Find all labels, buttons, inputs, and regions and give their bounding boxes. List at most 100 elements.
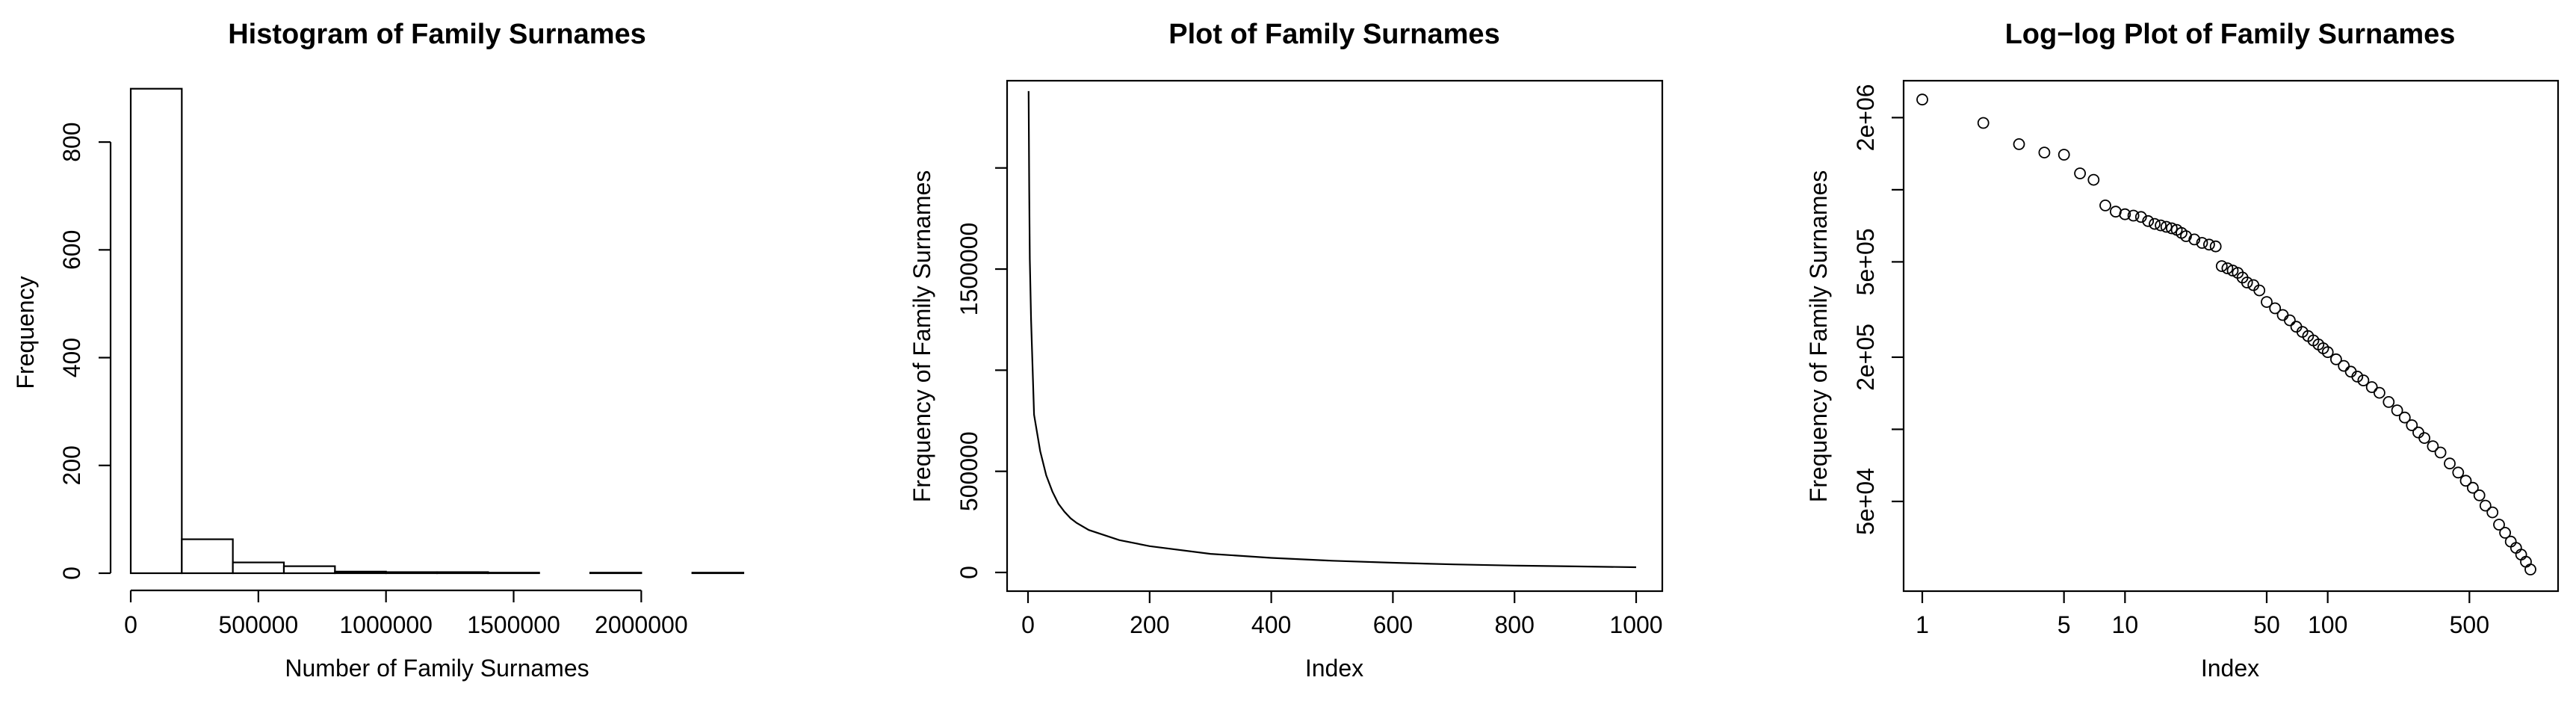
loglog-data-point: [2099, 199, 2111, 211]
loglog-data-point: [2276, 309, 2289, 321]
histogram-bar: [385, 571, 439, 575]
histogram-x-axis-label: Number of Family Surnames: [285, 655, 589, 682]
loglog-data-point: [2434, 446, 2447, 459]
loglog-data-point: [2321, 346, 2334, 359]
histogram-y-tick-label: 800: [58, 122, 85, 161]
histogram-bar: [282, 565, 336, 575]
histogram-y-tick-label: 400: [58, 338, 85, 377]
loglog-data-point: [2058, 149, 2070, 161]
loglog-data-point: [2338, 359, 2350, 372]
loglog-data-point: [2180, 230, 2192, 242]
line-plot-x-tick-label: 600: [1373, 611, 1413, 638]
line-plot-y-tick-label: 1500000: [956, 223, 982, 316]
loglog-data-point: [2127, 209, 2140, 222]
line-plot-x-tick-label: 400: [1251, 611, 1291, 638]
histogram-x-tick-label: 2000000: [595, 611, 688, 638]
loglog-data-point: [1916, 93, 1928, 106]
loglog-data-point: [2241, 277, 2253, 288]
loglog-data-point: [2365, 381, 2378, 393]
loglog-x-tick-label: 5: [2058, 611, 2071, 638]
loglog-data-point: [2221, 262, 2234, 274]
line-plot-x-axis-label: Index: [1305, 655, 1363, 682]
histogram-bars: [129, 87, 745, 575]
histogram-bar: [589, 572, 643, 575]
loglog-data-point: [2329, 353, 2342, 365]
line-plot-y-tick-label: 500000: [956, 431, 982, 511]
histogram-panel: Histogram of Family Surnames Number of F…: [12, 19, 745, 682]
loglog-data-point: [2524, 563, 2536, 575]
loglog-data-point: [2486, 506, 2499, 519]
loglog-x-axis: 1 5 10 50 100 500: [1916, 591, 2489, 638]
loglog-data-point: [2196, 237, 2208, 249]
histogram-bar: [436, 571, 489, 575]
loglog-y-axis-label: Frequency of Family Surnames: [1805, 170, 1832, 503]
line-plot-y-axis: 0 500000 1500000: [956, 167, 1007, 579]
histogram-x-tick-label: 500000: [218, 611, 298, 638]
loglog-data-point: [2499, 527, 2512, 539]
loglog-data-point: [2466, 481, 2479, 494]
line-plot-frame: [1006, 79, 1664, 593]
loglog-data-point: [2357, 374, 2370, 386]
line-plot-title: Plot of Family Surnames: [1168, 19, 1499, 50]
loglog-y-axis: 5e+04 2e+05 5e+05 2e+06: [1852, 84, 1904, 535]
loglog-data-point: [2283, 314, 2296, 327]
histogram-bar: [232, 561, 285, 575]
histogram-y-axis: 0 200 400 600 800: [58, 122, 112, 580]
line-plot-x-tick-label: 800: [1495, 611, 1535, 638]
histogram-bar: [691, 572, 745, 575]
loglog-data-point: [2373, 386, 2385, 399]
loglog-data-point: [2383, 396, 2395, 408]
loglog-panel: Log−log Plot of Family Surnames Index Fr…: [1805, 19, 2560, 682]
loglog-data-point: [2351, 370, 2364, 383]
loglog-data-point: [2418, 432, 2431, 444]
line-plot-y-tick-label: 0: [956, 566, 982, 579]
histogram-title: Histogram of Family Surnames: [228, 19, 646, 50]
loglog-title: Log−log Plot of Family Surnames: [2005, 19, 2456, 50]
loglog-y-tick-label: 5e+04: [1852, 468, 1879, 535]
histogram-bar: [129, 87, 183, 575]
histogram-y-tick-label: 200: [58, 445, 85, 485]
loglog-data-point: [2261, 296, 2273, 309]
histogram-y-tick-label: 0: [58, 566, 85, 580]
loglog-data-point: [1977, 117, 1990, 129]
loglog-x-axis-label: Index: [2201, 655, 2259, 682]
loglog-data-point: [2391, 404, 2403, 416]
loglog-data-point: [2209, 240, 2222, 253]
loglog-data-point: [2215, 260, 2228, 273]
line-plot-x-tick-label: 200: [1130, 611, 1169, 638]
histogram-bar: [487, 572, 540, 575]
loglog-y-tick-label: 2e+05: [1852, 324, 1879, 391]
loglog-data-point: [2510, 542, 2522, 554]
loglog-data-point: [2155, 219, 2167, 232]
loglog-data-point: [2013, 138, 2025, 150]
loglog-data-point: [2149, 217, 2161, 230]
loglog-data-point: [2504, 535, 2517, 548]
loglog-data-point: [2493, 519, 2505, 531]
loglog-x-tick-label: 1: [1916, 611, 1929, 638]
loglog-y-tick-label: 2e+06: [1852, 84, 1879, 151]
loglog-data-point: [2515, 549, 2527, 561]
loglog-x-tick-label: 500: [2450, 611, 2489, 638]
loglog-x-tick-label: 10: [2112, 611, 2139, 638]
loglog-data-point: [2406, 419, 2418, 431]
loglog-data-point: [2412, 426, 2424, 439]
loglog-data-point: [2142, 214, 2155, 227]
loglog-data-point: [2452, 466, 2465, 479]
loglog-data-point: [2188, 233, 2201, 246]
histogram-bar: [181, 538, 234, 575]
line-plot-y-axis-label: Frequency of Family Surnames: [908, 170, 935, 503]
line-plot-x-tick-label: 1000: [1609, 611, 1662, 638]
loglog-data-point: [2160, 220, 2173, 233]
loglog-data-point: [2074, 167, 2087, 179]
histogram-x-tick-label: 0: [124, 611, 137, 638]
loglog-y-tick-label: 5e+05: [1852, 228, 1879, 295]
histogram-x-tick-label: 1500000: [467, 611, 560, 638]
loglog-data-point: [2087, 173, 2100, 186]
line-plot-x-tick-label: 0: [1021, 611, 1035, 638]
line-plot-series: [1027, 90, 1637, 569]
histogram-x-tick-label: 1000000: [339, 611, 433, 638]
histogram-x-axis: 0 500000 1000000 1500000 2000000: [124, 589, 688, 638]
loglog-data-point: [2398, 411, 2411, 424]
histogram-y-axis-label: Frequency: [12, 276, 39, 389]
